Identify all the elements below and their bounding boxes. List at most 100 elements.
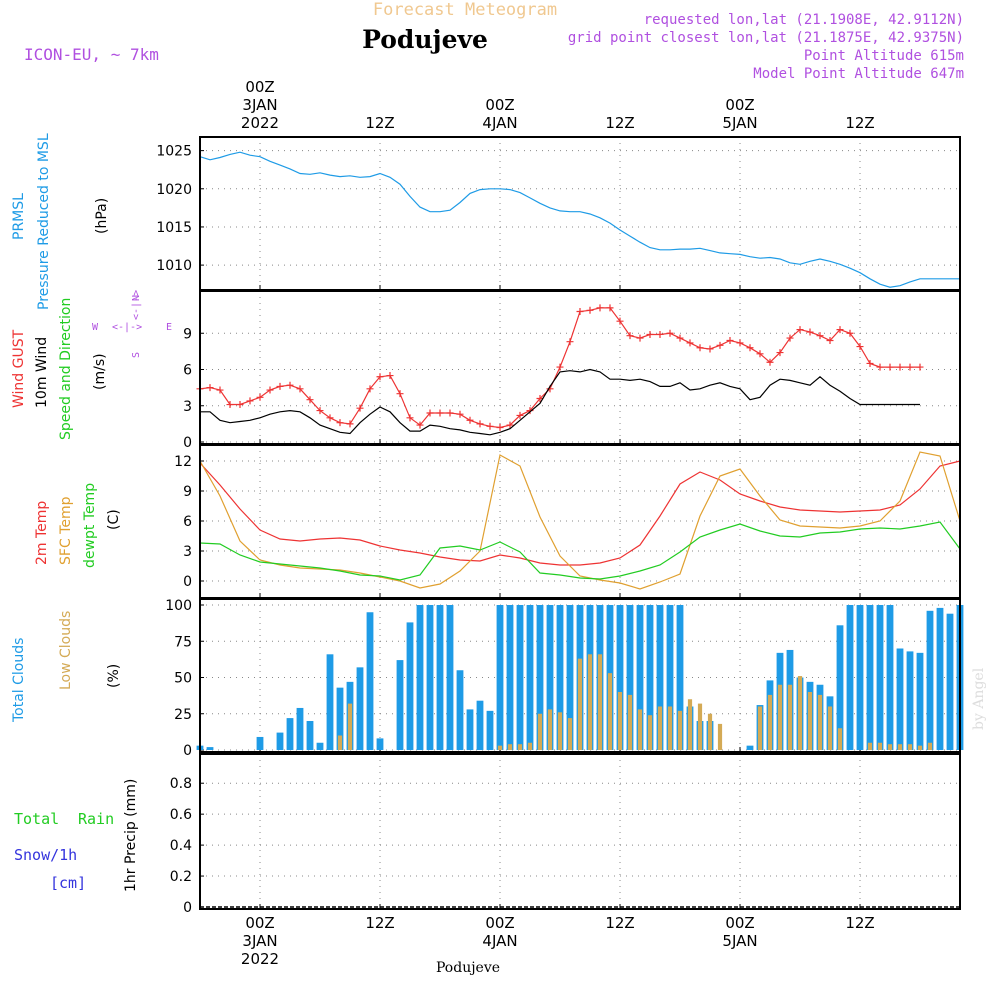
snow-unit: [cm] [50, 874, 86, 892]
gust-marker [736, 339, 744, 347]
gust-marker [636, 334, 644, 342]
gust-marker [726, 337, 734, 344]
total-cloud-bar [646, 605, 654, 750]
x-tick-label: 4JAN [482, 932, 517, 950]
y-tick-label: 12 [174, 454, 192, 470]
total-clouds-label: Total Clouds [11, 638, 27, 723]
total-cloud-bar [886, 605, 894, 750]
total-cloud-bar [286, 718, 294, 750]
total-cloud-bar [946, 613, 954, 750]
t2m-line [199, 460, 961, 566]
gust-marker [786, 334, 794, 342]
total-cloud-bar [466, 709, 474, 750]
total-cloud-bar [506, 605, 514, 750]
total-cloud-bar [446, 605, 454, 750]
x-tick-label-top: 00Z [725, 96, 754, 114]
x-tick-label-top: 12Z [605, 114, 634, 132]
low-cloud-bar [687, 699, 693, 750]
gust-marker [226, 401, 234, 409]
gust-marker [506, 421, 514, 429]
sfc-label: SFC Temp [58, 496, 74, 565]
compass-n: N [131, 295, 142, 301]
location-title: Podujeve [362, 25, 488, 54]
total-cloud-bar [866, 605, 874, 750]
gust-marker [766, 358, 774, 366]
t2m-label: 2m Temp [34, 501, 50, 565]
gust-marker [626, 332, 634, 340]
x-tick-label: 00Z [725, 914, 754, 932]
x-tick-label-top: 3JAN [242, 96, 277, 114]
total-cloud-bar [456, 670, 464, 750]
gust-marker [336, 419, 344, 427]
y-tick-label: 3 [183, 399, 192, 415]
low-cloud-bar [497, 745, 503, 750]
low-cloud-bar [557, 712, 563, 750]
gust-marker [816, 332, 824, 340]
cloud-labels: Total Clouds Low Clouds (%) [11, 611, 122, 723]
model-altitude: Model Point Altitude 647m [753, 66, 964, 82]
x-tick-label-top: 12Z [845, 114, 874, 132]
title: Forecast Meteogram [373, 0, 557, 20]
y-tick-label: 0 [183, 743, 192, 759]
total-cloud-bar [376, 738, 384, 750]
gust-marker [676, 334, 684, 342]
compass-ns-bar: <-|-> [131, 290, 142, 320]
total-cloud-bar [256, 736, 264, 750]
x-tick-label-top: 00Z [245, 78, 274, 96]
total-cloud-bar [536, 605, 544, 750]
rain-label-a: Total [14, 810, 59, 828]
pressure-line [199, 151, 960, 288]
clouds-panel: 0 25 50 75 100 [165, 598, 964, 759]
low-clouds-label: Low Clouds [58, 611, 74, 690]
gust-marker [206, 384, 214, 392]
y-tick-label: 75 [174, 634, 192, 650]
gust-marker [306, 396, 314, 404]
gust-marker [356, 404, 364, 412]
gust-marker [266, 386, 274, 394]
gust-marker [386, 372, 394, 380]
low-cloud-bar [787, 684, 793, 750]
x-tick-label: 00Z [485, 914, 514, 932]
gust-marker [606, 304, 614, 312]
total-cloud-bar [436, 605, 444, 750]
y-tick-label: 100 [165, 598, 192, 614]
y-tick-label: 1020 [156, 182, 192, 198]
precip-labels: Total Rain Snow/1h [cm] 1hr Precip (mm) [14, 779, 139, 892]
gust-marker [906, 363, 914, 371]
total-cloud-bar [616, 605, 624, 750]
total-cloud-bar [476, 700, 484, 750]
total-cloud-bar [636, 605, 644, 750]
gust-marker [396, 390, 404, 398]
rain-label-b: Rain [78, 810, 114, 828]
total-cloud-bar [546, 605, 554, 750]
gust-marker [216, 386, 224, 394]
y-tick-label: 9 [183, 326, 192, 342]
gust-marker [236, 401, 244, 409]
wind-dir-label: Speed and Direction [58, 298, 74, 440]
requested-coords: requested lon,lat (21.1908E, 42.9112N) [644, 12, 964, 28]
low-cloud-bar [677, 710, 683, 750]
temp-labels: 2m Temp SFC Temp dewpt Temp (C) [34, 483, 122, 568]
gust-marker [656, 330, 664, 338]
low-cloud-bar [507, 744, 513, 750]
x-tick-label: 12Z [845, 914, 874, 932]
y-tick-label: 0 [183, 900, 192, 916]
y-tick-label: 6 [183, 514, 192, 530]
total-cloud-bar [336, 687, 344, 750]
total-cloud-bar [276, 732, 284, 750]
low-cloud-bar [707, 713, 713, 750]
total-cloud-bar [296, 707, 304, 750]
low-cloud-bar [837, 728, 843, 750]
low-cloud-bar [587, 654, 593, 750]
gust-marker [596, 304, 604, 312]
precip-panel: 0 0.2 0.4 0.6 0.8 [170, 753, 961, 916]
precip-unit: 1hr Precip (mm) [123, 779, 139, 892]
gust-marker [456, 410, 464, 418]
total-cloud-bar [916, 652, 924, 750]
x-tick-label: 00Z [245, 914, 274, 932]
y-tick-label: 1010 [156, 258, 192, 274]
total-cloud-bar [566, 605, 574, 750]
total-cloud-bar [486, 710, 494, 750]
low-cloud-bar [547, 709, 553, 750]
